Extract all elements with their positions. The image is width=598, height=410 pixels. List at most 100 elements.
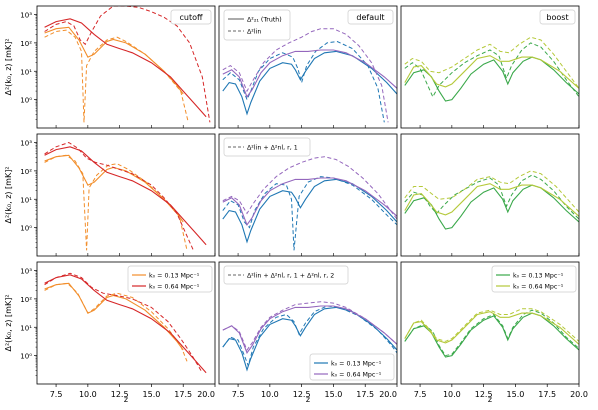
panel-frame bbox=[400, 261, 580, 385]
x-tick-label: 7.5 bbox=[50, 390, 63, 399]
y-tick-label: 10¹ bbox=[20, 196, 32, 204]
panel-plot-area bbox=[44, 6, 211, 123]
panel-boost-row-2 bbox=[400, 133, 580, 257]
panel-title: cutoff bbox=[179, 13, 203, 22]
x-axis-label: z bbox=[306, 395, 310, 404]
x-tick-label: 20.0 bbox=[570, 390, 588, 399]
legend-box bbox=[223, 137, 311, 157]
y-tick-label: 10² bbox=[20, 168, 32, 176]
y-axis-label: Δ²(k₀, z) [mK]² bbox=[4, 38, 13, 95]
panel-frame bbox=[218, 5, 398, 129]
series-default-b-solid-line bbox=[222, 49, 397, 98]
y-axis-label: Δ²(k₀, z) [mK]² bbox=[4, 294, 13, 351]
panel-plot-area bbox=[44, 272, 207, 374]
panel-plot-area bbox=[404, 170, 579, 230]
x-tick-label: 15.0 bbox=[507, 390, 525, 399]
y-tick-label: 10¹ bbox=[20, 68, 32, 76]
panel-frame bbox=[36, 133, 216, 257]
series-boost-a-solid-line bbox=[404, 184, 579, 230]
series-boost-b-solid-line bbox=[404, 311, 579, 345]
x-tick-label: 15.0 bbox=[143, 390, 161, 399]
x-axis-label: z bbox=[488, 395, 492, 404]
series-default-b-dashed-line bbox=[222, 156, 397, 220]
series-boost-b-dashed-line bbox=[404, 36, 579, 89]
panel-title-box bbox=[539, 9, 576, 25]
legend-box bbox=[223, 265, 349, 285]
panel-frame bbox=[218, 261, 398, 385]
axis-labels: Δ²(k₀, z) [mK]² Δ²(k₀, z) [mK]² Δ²(k₀, z) … bbox=[4, 38, 492, 404]
series-cutoff-b-dashed-line bbox=[44, 272, 203, 373]
panel-plot-area bbox=[222, 156, 397, 251]
x-tick-label: 12.5 bbox=[475, 390, 493, 399]
series-boost-a-dashed-line bbox=[404, 174, 579, 220]
panel-title: default bbox=[356, 13, 384, 22]
panel-grid: 10⁰ 10¹ 10² 10³ cutoff default Δ²₂₁ (Truth) Δ²l… bbox=[20, 5, 588, 399]
k0-legend-label: k₀ = 0.64 Mpc⁻¹ bbox=[513, 284, 564, 291]
k0-legend-label: k₀ = 0.13 Mpc⁻¹ bbox=[331, 361, 382, 368]
x-tick-label: 12.5 bbox=[293, 390, 311, 399]
x-tick-label: 10.0 bbox=[79, 390, 97, 399]
legend-label: Δ²lin + Δ²nl, r, 1 + Δ²nl, r, 2 bbox=[247, 273, 334, 280]
series-cutoff-a-dashed-line bbox=[44, 154, 188, 251]
series-boost-b-dashed-line bbox=[404, 308, 579, 342]
y-tick-label: 10² bbox=[20, 40, 32, 48]
series-default-a-dashed-line bbox=[222, 176, 397, 251]
panel-plot-area bbox=[222, 28, 397, 123]
panel-frame bbox=[36, 261, 216, 385]
series-cutoff-b-solid-line bbox=[44, 274, 207, 374]
x-tick-label: 10.0 bbox=[261, 390, 279, 399]
k0-legend-box bbox=[127, 265, 213, 293]
series-boost-a-dashed-line bbox=[404, 309, 579, 357]
y-axis-label: Δ²(k₀, z) [mK]² bbox=[4, 166, 13, 223]
x-tick-label: 7.5 bbox=[414, 390, 427, 399]
y-tick-label: 10² bbox=[20, 296, 32, 304]
x-tick-label: 12.5 bbox=[111, 390, 129, 399]
k0-legend-label: k₀ = 0.64 Mpc⁻¹ bbox=[149, 284, 200, 291]
y-tick-label: 10⁰ bbox=[20, 225, 32, 233]
series-boost-b-solid-line bbox=[404, 183, 579, 217]
panel-plot-area bbox=[404, 308, 579, 358]
legend-box bbox=[223, 9, 291, 41]
panel-cutoff-row-2: 10⁰ 10¹ 10² 10³ bbox=[20, 133, 216, 257]
panel-frame bbox=[400, 133, 580, 257]
panel-frame bbox=[400, 5, 580, 129]
legend-label: Δ²lin bbox=[247, 29, 261, 36]
panel-boost-row-3: 7.5 10.0 12.5 15.0 17.5 20.0 k₀ = 0.13 Mpc⁻¹ k₀… bbox=[400, 261, 588, 399]
panel-cutoff-row-3: 10⁰ 10¹ 10² 10³ 7.5 10.0 12.5 15.0 17.5 20.0 k₀ = … bbox=[20, 261, 216, 399]
series-cutoff-b-solid-line bbox=[44, 146, 207, 246]
series-cutoff-b-dashed-line bbox=[44, 141, 194, 251]
x-tick-label: 17.5 bbox=[174, 390, 192, 399]
panel-title-box bbox=[347, 9, 394, 25]
y-tick-label: 10³ bbox=[20, 12, 32, 20]
panel-frame bbox=[36, 5, 216, 129]
x-axis-label: z bbox=[124, 395, 128, 404]
series-default-b-solid-line bbox=[222, 177, 397, 226]
series-cutoff-a-dashed-line bbox=[44, 29, 189, 123]
series-default-b-dashed-line bbox=[222, 28, 389, 123]
series-boost-a-solid-line bbox=[404, 56, 579, 102]
panel-plot-area bbox=[44, 141, 207, 251]
panel-cutoff-row-1: 10⁰ 10¹ 10² 10³ cutoff bbox=[20, 5, 216, 129]
panel-boost-row-1: boost bbox=[400, 5, 580, 129]
x-tick-label: 20.0 bbox=[379, 390, 397, 399]
legend-label: Δ²lin + Δ²nl, r, 1 bbox=[247, 145, 298, 152]
panel-default-row-1: default Δ²₂₁ (Truth) Δ²lin bbox=[218, 5, 398, 129]
series-boost-b-solid-line bbox=[404, 55, 579, 89]
k0-legend-box bbox=[491, 265, 577, 293]
x-tick-label: 10.0 bbox=[443, 390, 461, 399]
x-tick-label: 7.5 bbox=[232, 390, 245, 399]
series-boost-b-dashed-line bbox=[404, 170, 579, 213]
series-default-b-solid-line bbox=[222, 305, 397, 354]
series-default-a-dashed-line bbox=[222, 40, 385, 123]
k0-legend-box bbox=[309, 353, 395, 381]
panel-default-row-2: Δ²lin + Δ²nl, r, 1 bbox=[218, 133, 398, 257]
panel-title-box bbox=[170, 9, 212, 25]
k0-legend-label: k₀ = 0.13 Mpc⁻¹ bbox=[149, 273, 200, 280]
series-cutoff-a-solid-line bbox=[44, 282, 184, 351]
y-tick-label: 10³ bbox=[20, 140, 32, 148]
x-tick-label: 15.0 bbox=[325, 390, 343, 399]
panel-frame bbox=[218, 133, 398, 257]
k0-legend-label: k₀ = 0.13 Mpc⁻¹ bbox=[513, 273, 564, 280]
series-default-a-solid-line bbox=[222, 178, 397, 244]
